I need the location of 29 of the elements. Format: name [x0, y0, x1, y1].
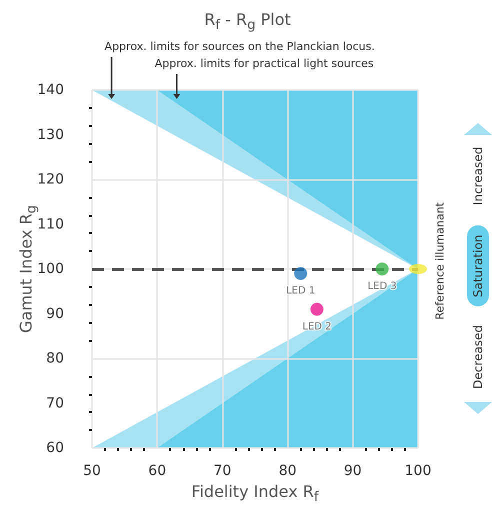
- text: Increased: [471, 146, 485, 206]
- text: Saturation: [467, 226, 489, 306]
- x-tick-label: 60: [148, 463, 166, 479]
- text: Reference illumanant: [434, 202, 446, 320]
- annotation: Approx. limits for sources on the Planckian locus.: [104, 40, 375, 53]
- y-tick-label: 60: [46, 440, 64, 456]
- y-tick-label: 80: [46, 350, 64, 366]
- x-tick-label: 80: [278, 463, 297, 479]
- y-tick-label: 130: [37, 126, 64, 143]
- series-label: LED 3: [368, 281, 397, 292]
- y-tick-label: 90: [46, 306, 64, 322]
- point: [376, 262, 389, 276]
- y-tick-label: 140: [37, 82, 64, 98]
- point: [294, 266, 308, 280]
- y-tick-label: 70: [46, 395, 64, 412]
- series-label: LED 1: [286, 285, 316, 296]
- x-tick-label: 70: [213, 463, 232, 479]
- point: [310, 302, 324, 316]
- x-axis-title: Fidelity Index R$_{f}$: [190, 482, 320, 506]
- x-tick-label: 90: [344, 463, 362, 479]
- text: Decreased: [471, 325, 485, 389]
- y-tick-label: 100: [37, 261, 64, 277]
- x-tick-label: 50: [83, 463, 101, 479]
- y-tick-label: 120: [37, 172, 64, 188]
- y-tick-label: 110: [37, 216, 64, 232]
- x-tick-label: 100: [404, 463, 432, 479]
- annotation: Approx. limits for practical light sources: [154, 57, 374, 70]
- chart-title: R$_{f}$ - R$_{g}$ Plot: [203, 10, 292, 34]
- series-label: LED 2: [302, 321, 332, 332]
